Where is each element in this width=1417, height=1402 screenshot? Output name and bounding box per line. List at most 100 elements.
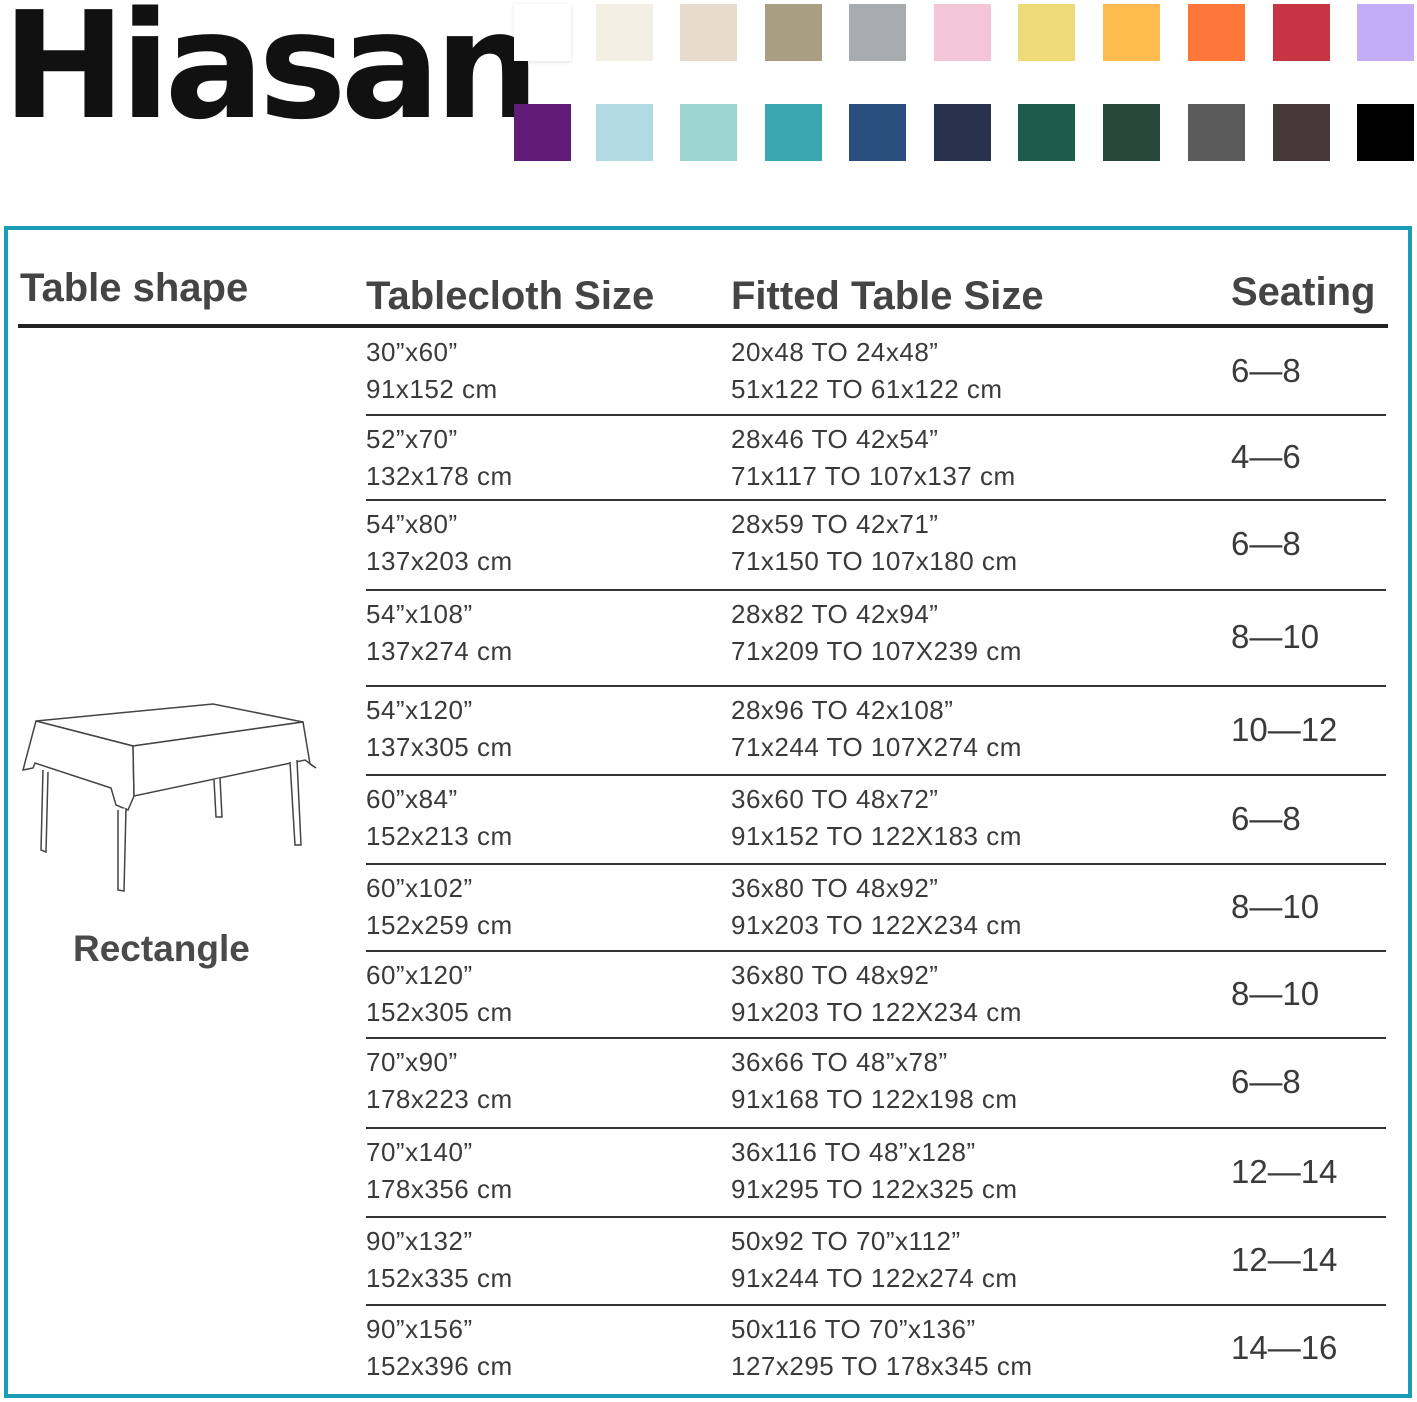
fit-cm: 91x168 TO 122x198 cm xyxy=(731,1084,1018,1114)
color-swatch xyxy=(514,4,571,61)
color-swatch xyxy=(765,4,822,61)
fitted-size-cell: 50x116 TO 70”x136” 127x295 TO 178x345 cm xyxy=(731,1311,1033,1385)
tablecloth-size-cell: 60”x102” 152x259 cm xyxy=(366,870,513,944)
tablecloth-size-cell: 70”x140” 178x356 cm xyxy=(366,1134,513,1208)
row-divider xyxy=(366,774,1386,776)
header-seating: Seating xyxy=(1231,270,1376,314)
size-inch: 60”x84” xyxy=(366,784,458,814)
size-inch: 70”x140” xyxy=(366,1137,473,1167)
fit-cm: 71x209 TO 107X239 cm xyxy=(731,636,1022,666)
color-swatch xyxy=(1018,104,1075,161)
seating-cell: 6—8 xyxy=(1231,351,1301,389)
fitted-size-cell: 28x59 TO 42x71” 71x150 TO 107x180 cm xyxy=(731,506,1018,580)
color-swatch xyxy=(1357,104,1414,161)
tablecloth-size-cell: 54”x108” 137x274 cm xyxy=(366,596,513,670)
size-cm: 137x305 cm xyxy=(366,732,513,762)
size-cm: 152x213 cm xyxy=(366,821,513,851)
fitted-size-cell: 28x46 TO 42x54” 71x117 TO 107x137 cm xyxy=(731,421,1016,495)
tablecloth-size-cell: 90”x132” 152x335 cm xyxy=(366,1223,513,1297)
fitted-size-cell: 28x82 TO 42x94” 71x209 TO 107X239 cm xyxy=(731,596,1022,670)
tablecloth-size-cell: 90”x156” 152x396 cm xyxy=(366,1311,513,1385)
fit-cm: 71x244 TO 107X274 cm xyxy=(731,732,1022,762)
size-inch: 52”x70” xyxy=(366,424,458,454)
fit-inch: 36x116 TO 48”x128” xyxy=(731,1137,976,1167)
fitted-size-cell: 36x80 TO 48x92” 91x203 TO 122X234 cm xyxy=(731,957,1022,1031)
size-inch: 70”x90” xyxy=(366,1047,458,1077)
color-swatch xyxy=(765,104,822,161)
row-divider xyxy=(366,1127,1386,1129)
fit-cm: 91x203 TO 122X234 cm xyxy=(731,910,1022,940)
size-inch: 54”x80” xyxy=(366,509,458,539)
size-chart-frame xyxy=(4,226,1412,1398)
tablecloth-size-cell: 30”x60” 91x152 cm xyxy=(366,334,498,408)
fit-inch: 50x92 TO 70”x112” xyxy=(731,1226,961,1256)
size-cm: 152x335 cm xyxy=(366,1263,513,1293)
row-divider xyxy=(366,414,1386,416)
size-cm: 152x396 cm xyxy=(366,1351,513,1381)
size-inch: 54”x120” xyxy=(366,695,473,725)
header-tablecloth-size: Tablecloth Size xyxy=(366,274,655,318)
fit-cm: 91x244 TO 122x274 cm xyxy=(731,1263,1018,1293)
color-swatch xyxy=(514,104,571,161)
color-swatch xyxy=(680,4,737,61)
fitted-size-cell: 28x96 TO 42x108” 71x244 TO 107X274 cm xyxy=(731,692,1022,766)
rectangle-table-icon xyxy=(21,703,317,892)
fit-cm: 91x203 TO 122X234 cm xyxy=(731,997,1022,1027)
size-cm: 137x203 cm xyxy=(366,546,513,576)
tablecloth-size-cell: 54”x120” 137x305 cm xyxy=(366,692,513,766)
size-cm: 152x259 cm xyxy=(366,910,513,940)
fitted-size-cell: 36x116 TO 48”x128” 91x295 TO 122x325 cm xyxy=(731,1134,1018,1208)
color-swatch xyxy=(934,4,991,61)
tablecloth-size-cell: 60”x120” 152x305 cm xyxy=(366,957,513,1031)
size-cm: 91x152 cm xyxy=(366,374,498,404)
fit-inch: 50x116 TO 70”x136” xyxy=(731,1314,976,1344)
header-divider xyxy=(18,324,1388,328)
fit-cm: 51x122 TO 61x122 cm xyxy=(731,374,1003,404)
color-swatch xyxy=(849,104,906,161)
fit-inch: 36x80 TO 48x92” xyxy=(731,873,939,903)
fit-inch: 20x48 TO 24x48” xyxy=(731,337,939,367)
size-inch: 90”x156” xyxy=(366,1314,473,1344)
fitted-size-cell: 20x48 TO 24x48” 51x122 TO 61x122 cm xyxy=(731,334,1003,408)
color-swatch xyxy=(1188,4,1245,61)
size-cm: 178x223 cm xyxy=(366,1084,513,1114)
size-inch: 30”x60” xyxy=(366,337,458,367)
seating-cell: 10—12 xyxy=(1231,710,1338,748)
color-swatch xyxy=(934,104,991,161)
row-divider xyxy=(366,950,1386,952)
fit-cm: 127x295 TO 178x345 cm xyxy=(731,1351,1033,1381)
size-inch: 90”x132” xyxy=(366,1226,473,1256)
seating-cell: 12—14 xyxy=(1231,1152,1338,1190)
size-cm: 178x356 cm xyxy=(366,1174,513,1204)
seating-cell: 8—10 xyxy=(1231,974,1320,1012)
fit-inch: 36x60 TO 48x72” xyxy=(731,784,939,814)
color-swatch xyxy=(596,104,653,161)
size-inch: 60”x102” xyxy=(366,873,473,903)
fit-inch: 28x82 TO 42x94” xyxy=(731,599,939,629)
size-cm: 132x178 cm xyxy=(366,461,513,491)
color-swatch xyxy=(1188,104,1245,161)
fitted-size-cell: 36x60 TO 48x72” 91x152 TO 122X183 cm xyxy=(731,781,1022,855)
row-divider xyxy=(366,589,1386,591)
seating-cell: 6—8 xyxy=(1231,525,1301,562)
row-divider xyxy=(366,1216,1386,1218)
brand-logo: Hiasan xyxy=(2,0,540,152)
fit-inch: 28x59 TO 42x71” xyxy=(731,509,939,539)
shape-label: Rectangle xyxy=(73,928,250,969)
row-divider xyxy=(366,863,1386,865)
color-swatch xyxy=(596,4,653,61)
color-swatch xyxy=(1018,4,1075,61)
tablecloth-size-cell: 70”x90” 178x223 cm xyxy=(366,1044,513,1118)
seating-cell: 4—6 xyxy=(1231,437,1301,475)
fit-inch: 28x96 TO 42x108” xyxy=(731,695,954,725)
seating-cell: 12—14 xyxy=(1231,1241,1338,1278)
seating-cell: 6—8 xyxy=(1231,1063,1301,1100)
tablecloth-size-cell: 54”x80” 137x203 cm xyxy=(366,506,513,580)
color-swatch xyxy=(849,4,906,61)
color-swatch xyxy=(1103,104,1160,161)
color-swatch xyxy=(1273,104,1330,161)
fit-inch: 36x66 TO 48”x78” xyxy=(731,1047,948,1077)
tablecloth-size-cell: 52”x70” 132x178 cm xyxy=(366,421,513,495)
fit-cm: 91x152 TO 122X183 cm xyxy=(731,821,1022,851)
fitted-size-cell: 50x92 TO 70”x112” 91x244 TO 122x274 cm xyxy=(731,1223,1018,1297)
